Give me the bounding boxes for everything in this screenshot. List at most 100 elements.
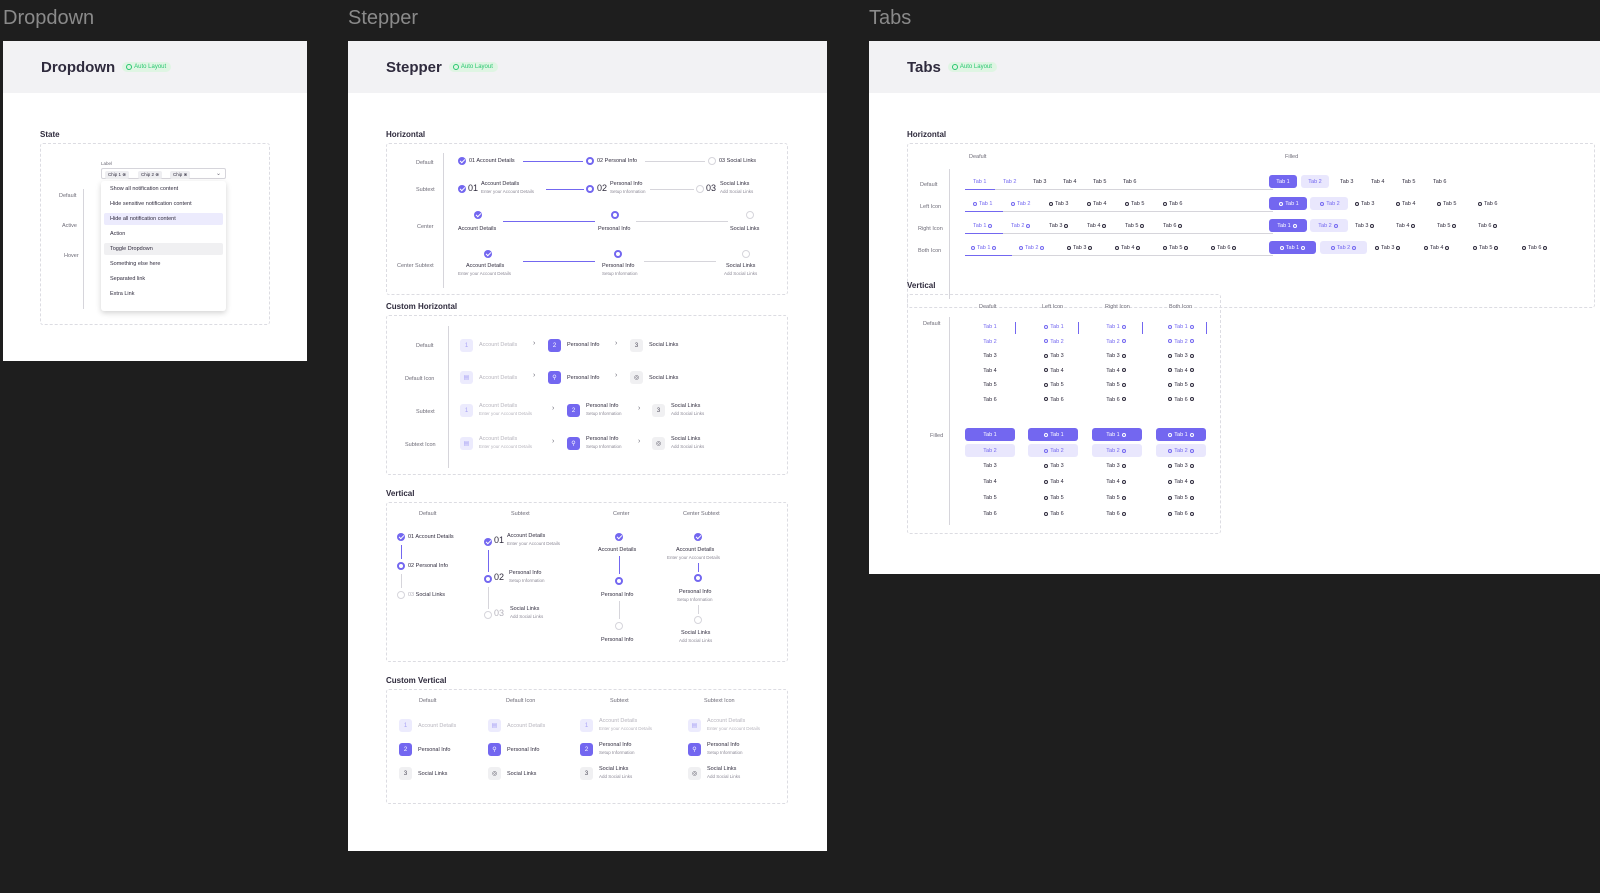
vertical-tab-3[interactable]: Tab 3 [1028,463,1078,469]
step-label[interactable]: Social Links [649,375,679,381]
vertical-tab-6[interactable]: Tab 6 [1092,511,1142,517]
vertical-tab-1[interactable]: Tab 1 [1156,324,1206,330]
step-label[interactable]: 01 Account Details [408,534,454,540]
tab-3[interactable]: Tab 3 [1353,201,1374,207]
tab-4[interactable]: Tab 4 [1085,201,1106,207]
step-label[interactable]: 03 Social Links [408,592,446,598]
tab-1[interactable]: Tab 1 [973,179,987,185]
vertical-tab-4[interactable]: Tab 4 [1092,479,1142,485]
step-label[interactable]: Social Links [726,263,756,269]
tab-6[interactable]: Tab 6 [1520,245,1549,251]
step-label[interactable]: Personal Info [707,742,740,748]
vertical-tab-1[interactable]: Tab 1 [983,324,997,330]
step-label[interactable]: Personal Info [602,263,635,269]
step-label[interactable]: Account Details [676,547,715,553]
tab-5[interactable]: Tab 5 [1125,223,1146,229]
vertical-tab-6[interactable]: Tab 6 [1028,511,1078,517]
vertical-tab-5[interactable]: Tab 5 [1092,382,1142,388]
vertical-tab-6[interactable]: Tab 6 [983,511,997,517]
vertical-tab-3[interactable]: Tab 3 [1092,463,1142,469]
step-label[interactable]: Account Details [479,436,518,442]
vertical-tab-1[interactable]: Tab 1 [1092,428,1142,441]
vertical-tab-5[interactable]: Tab 5 [1028,495,1078,501]
tab-5[interactable]: Tab 5 [1161,245,1190,251]
vertical-tab-2[interactable]: Tab 2 [1156,339,1206,345]
vertical-tab-5[interactable]: Tab 5 [1092,495,1142,501]
tab-3[interactable]: Tab 3 [1047,201,1068,207]
tab-4[interactable]: Tab 4 [1063,179,1077,185]
tab-4[interactable]: Tab 4 [1087,223,1108,229]
step-label[interactable]: Personal Info [418,747,451,753]
tab-5[interactable]: Tab 5 [1093,179,1107,185]
vertical-tab-4[interactable]: Tab 4 [1028,368,1078,374]
vertical-tab-1[interactable]: Tab 1 [1092,324,1142,330]
vertical-tab-5[interactable]: Tab 5 [1028,382,1078,388]
step-label[interactable]: Account Details [466,263,505,269]
vertical-tab-2[interactable]: Tab 2 [1028,339,1078,345]
tab-2[interactable]: Tab 2 [1320,241,1367,254]
step-label[interactable]: 02 Personal Info [408,563,449,569]
step-label[interactable]: Personal Info [598,226,631,232]
menu-item[interactable]: Action [110,231,126,237]
chip[interactable]: Chip 2 ⊗ [138,171,163,179]
vertical-tab-2[interactable]: Tab 2 [1156,444,1206,457]
tab-5[interactable]: Tab 5 [1437,223,1458,229]
menu-item-active[interactable]: Hide all notification content [110,216,176,222]
vertical-tab-6[interactable]: Tab 6 [1156,397,1206,403]
step-label[interactable]: Account Details [599,718,638,724]
tab-3[interactable]: Tab 3 [1049,223,1070,229]
tab-4[interactable]: Tab 4 [1394,201,1415,207]
vertical-tab-2[interactable]: Tab 2 [1092,444,1142,457]
step-label[interactable]: Personal Info [567,375,600,381]
step-label[interactable]: Account Details [479,403,518,409]
vertical-tab-3[interactable]: Tab 3 [983,353,997,359]
tab-4[interactable]: Tab 4 [1422,245,1451,251]
tab-5[interactable]: Tab 5 [1435,201,1456,207]
tab-4[interactable]: Tab 4 [1396,223,1417,229]
step-label[interactable]: Social Links [599,766,629,772]
tab-6[interactable]: Tab 6 [1163,223,1184,229]
tab-6[interactable]: Tab 6 [1478,223,1499,229]
step-label[interactable]: 02 Personal Info [597,158,638,164]
tab-6[interactable]: Tab 6 [1209,245,1238,251]
tab-6[interactable]: Tab 6 [1476,201,1497,207]
vertical-tab-6[interactable]: Tab 6 [1156,511,1206,517]
vertical-tab-6[interactable]: Tab 6 [983,396,997,403]
vertical-tab-6[interactable]: Tab 6 [1092,397,1142,403]
vertical-tab-3[interactable]: Tab 3 [1156,463,1206,469]
vertical-tab-1[interactable]: Tab 1 [1028,428,1078,441]
vertical-tab-3[interactable]: Tab 3 [1028,353,1078,359]
vertical-tab-4[interactable]: Tab 4 [983,479,997,485]
step-label[interactable]: Social Links [510,606,540,612]
vertical-tab-6[interactable]: Tab 6 [1028,397,1078,403]
vertical-tab-5[interactable]: Tab 5 [1156,382,1206,388]
step-label[interactable]: Personal Info [599,742,632,748]
tab-4[interactable]: Tab 4 [1371,179,1385,185]
step-label[interactable]: Social Links [707,766,737,772]
step-label[interactable]: Personal Info [507,747,540,753]
vertical-tab-1[interactable]: Tab 1 [1028,324,1078,330]
step-label[interactable]: Account Details [507,533,546,539]
tab-4[interactable]: Tab 4 [1113,245,1142,251]
vertical-tab-1[interactable]: Tab 1 [965,428,1015,441]
step-label[interactable]: Personal Info [509,570,542,576]
chip-select[interactable]: Chip 1 ⊗ Chip 2 ⊗ Chip ⊗ ⌄ [101,168,226,179]
tab-1[interactable]: Tab 1 [973,223,994,229]
step-label[interactable]: Personal Info [601,592,634,598]
tab-2[interactable]: Tab 2 [1310,197,1348,210]
menu-item[interactable]: Separated link [110,276,146,282]
vertical-tab-1[interactable]: Tab 1 [1156,428,1206,441]
menu-item[interactable]: Hide sensitive notification content [110,201,192,207]
vertical-tab-2[interactable]: Tab 2 [1028,444,1078,457]
vertical-tab-5[interactable]: Tab 5 [983,382,997,388]
step-label[interactable]: Personal Info [586,403,619,409]
step-label[interactable]: Social Links [507,771,537,777]
step-label[interactable]: Social Links [671,403,701,409]
tab-6[interactable]: Tab 6 [1433,179,1447,185]
step-label[interactable]: Social Links [730,226,760,232]
step-label[interactable]: Account Details [481,181,520,187]
tab-2[interactable]: Tab 2 [1009,201,1030,207]
menu-item[interactable]: Show all notification content [110,186,179,192]
vertical-tab-3[interactable]: Tab 3 [1092,353,1142,359]
vertical-tab-4[interactable]: Tab 4 [1028,479,1078,485]
